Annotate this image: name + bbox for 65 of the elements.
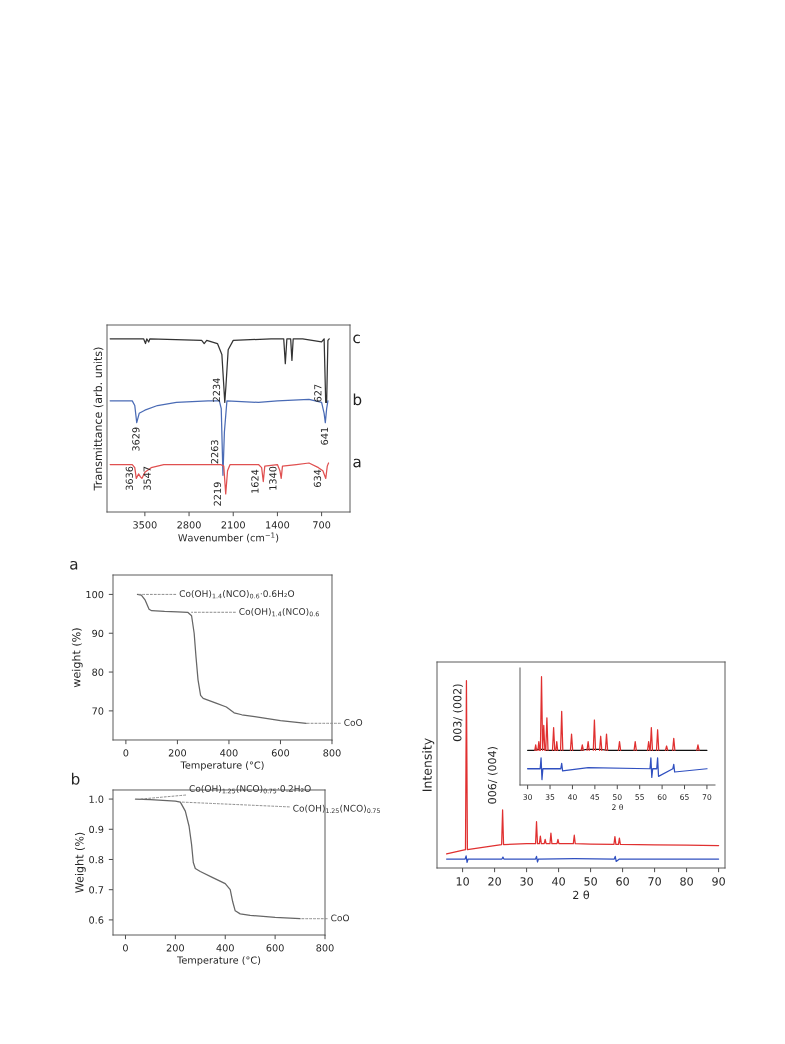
x-tick-label: 80 xyxy=(680,877,693,886)
annotation: 627 xyxy=(314,384,322,402)
x-tick-label: 800 xyxy=(323,749,341,757)
x-tick-label: 20 xyxy=(488,877,501,886)
annotation: 3547 xyxy=(143,466,151,491)
annotation: 641 xyxy=(320,427,329,445)
annotation: 2263 xyxy=(210,440,219,464)
annotation: 006/ (004) xyxy=(487,746,498,804)
annotation: Co(OH)$_{1.25}$(NCO)$_{0.75}$ xyxy=(293,804,380,814)
x-tick-label: 600 xyxy=(266,944,284,952)
annotation: 3629 xyxy=(132,427,140,451)
series-label: c xyxy=(353,334,360,344)
y-tick-label: 90 xyxy=(92,629,104,638)
x-tick-label: 1400 xyxy=(266,521,290,529)
y-tick-label: 0.6 xyxy=(89,916,104,924)
x-tick-label: 2100 xyxy=(221,521,245,529)
y-tick-label: 100 xyxy=(86,590,104,599)
x-tick-label: 40 xyxy=(552,877,565,886)
annotation: CoO xyxy=(331,914,350,922)
x-tick-label: 200 xyxy=(166,944,184,952)
x-tick-label: 3500 xyxy=(133,521,157,529)
x-tick-label: 0 xyxy=(123,944,128,952)
annotation: 3636 xyxy=(125,466,134,491)
x-tick-label: 400 xyxy=(216,944,234,952)
series-label: a xyxy=(353,458,361,468)
x-tick-label: 200 xyxy=(168,749,187,757)
annotation: 1340 xyxy=(269,466,277,490)
y-tick-label: 1.0 xyxy=(89,795,104,803)
annotation: 1624 xyxy=(251,469,259,493)
annotation: 003/ (002) xyxy=(452,684,463,742)
x-tick-label: 0 xyxy=(123,749,129,757)
y-axis-title: Weight (%) xyxy=(74,832,86,893)
annotation: 2234 xyxy=(212,378,221,402)
x-tick-label: 700 xyxy=(313,521,331,529)
y-tick-label: 80 xyxy=(92,668,104,676)
x-tick-label: 70 xyxy=(648,877,661,886)
y-tick-label: 70 xyxy=(92,707,104,715)
chart-title: b xyxy=(71,772,80,785)
annotation: 634 xyxy=(313,469,322,488)
x-tick-label: 2800 xyxy=(177,521,201,529)
y-axis-title: Transmittance (arb. units) xyxy=(93,347,104,491)
annotation: Co(OH)$_{1.4}$(NCO)$_{0.6}$·0.6H₂O xyxy=(179,590,295,599)
x-tick-label: 50 xyxy=(584,877,597,886)
y-axis-title: Intensity xyxy=(422,738,435,791)
annotation: CoO xyxy=(344,719,363,726)
y-tick-label: 0.7 xyxy=(89,886,104,894)
x-tick-label: 600 xyxy=(271,749,290,757)
x-tick-label: 400 xyxy=(220,749,238,757)
x-axis-title: 2 θ xyxy=(573,890,590,900)
annotation: Co(OH)$_{1.4}$(NCO)$_{0.6}$ xyxy=(239,607,319,617)
annotation: 2219 xyxy=(213,482,222,506)
annotation: Co(OH)$_{1.25}$(NCO)$_{0.75}$·0.2H₂O xyxy=(189,784,311,794)
x-tick-label: 10 xyxy=(456,877,469,886)
x-tick-label: 30 xyxy=(520,877,533,886)
x-axis-title: Temperature (°C) xyxy=(177,956,261,966)
x-tick-label: 60 xyxy=(616,877,629,886)
chart-title: a xyxy=(70,560,78,570)
x-tick-label: 90 xyxy=(712,877,725,886)
x-tick-label: 800 xyxy=(316,944,334,952)
y-tick-label: 0.9 xyxy=(89,825,104,834)
x-axis-title: Wavenumber (cm$^{−1}$) xyxy=(178,532,279,543)
series-label: b xyxy=(353,393,362,406)
y-tick-label: 0.8 xyxy=(89,855,104,864)
y-axis-title: weight (%) xyxy=(71,628,83,688)
x-axis-title: Temperature (°C) xyxy=(180,761,264,771)
